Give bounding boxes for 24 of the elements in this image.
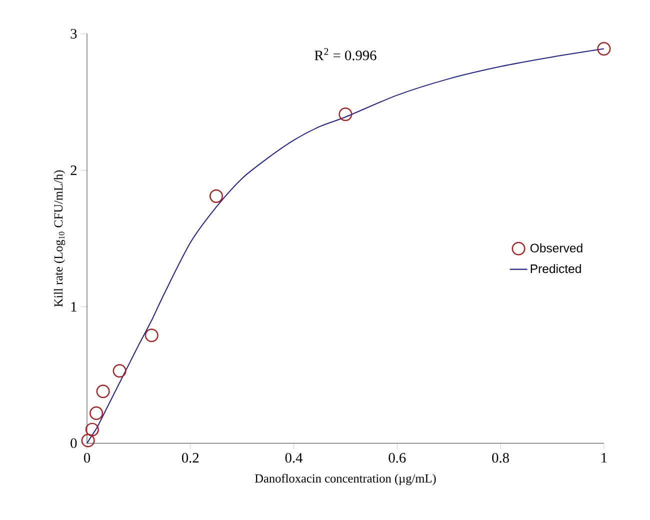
- x-tick-label: 0.8: [492, 452, 509, 463]
- x-tick-label: 1: [602, 452, 607, 462]
- point: [209, 189, 223, 203]
- point: [338, 108, 352, 122]
- point: [96, 384, 110, 398]
- y-axis-title: Kill rate (Log$_{10}$ CFU/mL/h): [54, 170, 66, 307]
- x-tick-label: 0.4: [285, 452, 303, 463]
- y-tick-label: 3: [70, 28, 77, 39]
- point: [597, 42, 611, 56]
- x-axis-title: Danofloxacin concentration (µg/mL): [254, 474, 436, 486]
- x-tick-label: 0.6: [388, 452, 406, 463]
- y-tick-label: 0: [70, 438, 77, 448]
- point: [144, 328, 158, 342]
- point: [112, 364, 126, 378]
- legend-label: Predicted: [530, 264, 581, 274]
- point: [90, 406, 104, 420]
- y-tick-label: 1: [71, 302, 76, 312]
- x-tick-label: 0: [84, 452, 90, 463]
- x-tick-label: 0.2: [182, 452, 199, 463]
- point: [85, 422, 99, 436]
- annotation: R$^{2}$ = 0.996: [314, 48, 376, 60]
- y-tick-label: 2: [70, 166, 76, 175]
- legend-label: Observed: [530, 243, 582, 252]
- point: [81, 434, 95, 448]
